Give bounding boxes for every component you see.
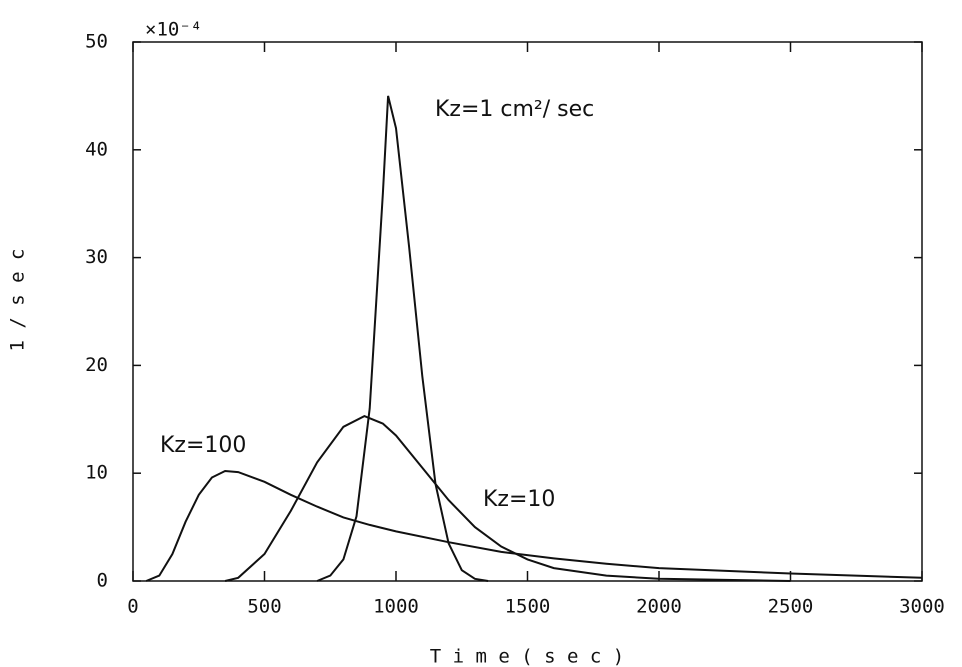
y-axis-label: 1 / s e c <box>7 249 29 352</box>
y-tick-label: 0 <box>97 570 108 592</box>
curve-label: Kz=1 cm²/ sec <box>435 97 594 122</box>
x-axis-label: T i m e ( s e c ) <box>430 646 624 667</box>
curve <box>145 469 923 582</box>
x-tick-label: 500 <box>247 596 281 618</box>
y-tick-label: 10 <box>85 462 108 484</box>
x-tick-label: 0 <box>127 596 138 618</box>
y-tick-label: 20 <box>85 354 108 376</box>
y-tick-label: 40 <box>85 138 108 160</box>
curve-label: Kz=100 <box>160 433 246 458</box>
curve <box>224 415 791 582</box>
curve-label: Kz=10 <box>483 487 555 512</box>
y-tick-label: 50 <box>85 31 108 53</box>
curve <box>316 95 489 582</box>
x-tick-label: 3000 <box>899 596 945 618</box>
y-tick-label: 30 <box>85 246 108 268</box>
x-tick-label: 1500 <box>505 596 551 618</box>
x-tick-label: 1000 <box>373 596 419 618</box>
x-tick-label: 2500 <box>768 596 814 618</box>
y-multiplier: ×10⁻⁴ <box>145 19 202 41</box>
x-tick-label: 2000 <box>636 596 682 618</box>
